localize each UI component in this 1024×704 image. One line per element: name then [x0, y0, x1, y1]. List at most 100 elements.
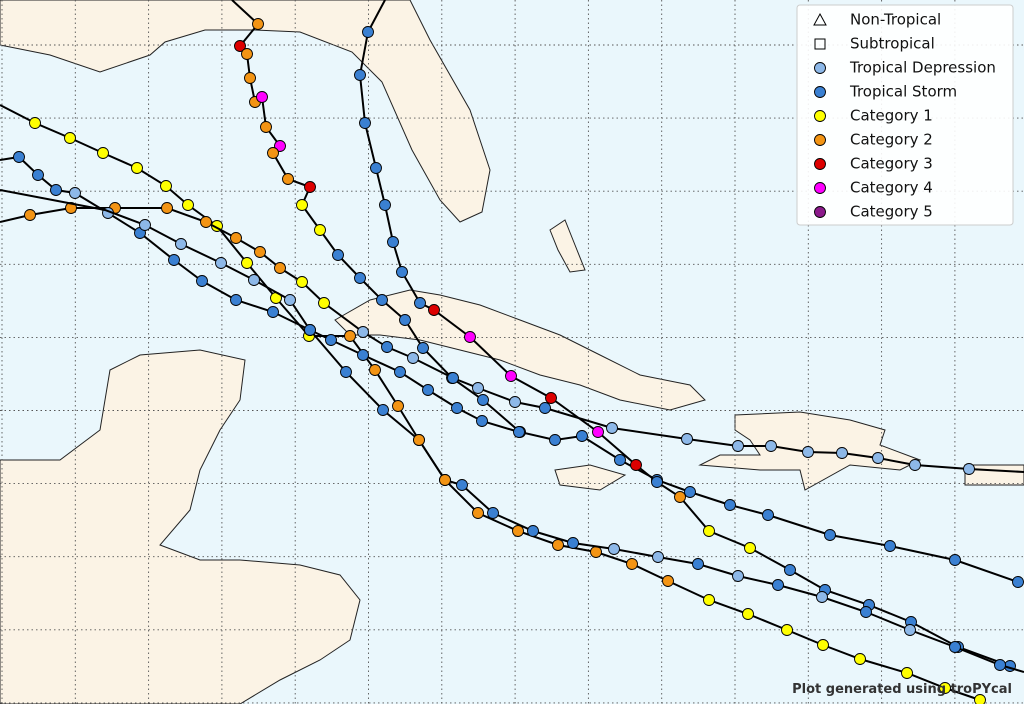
track-point [836, 447, 848, 459]
track-point [215, 257, 227, 269]
track-point [909, 459, 921, 471]
track-point [884, 540, 896, 552]
track-point [139, 219, 151, 231]
track-point [447, 372, 459, 384]
track-point [904, 624, 916, 636]
track-point [608, 543, 620, 555]
track-point [744, 542, 756, 554]
track-point [662, 575, 674, 587]
legend-label: Category 5 [850, 203, 933, 221]
track-point [509, 396, 521, 408]
track-point [379, 199, 391, 211]
credit: Plot generated using troPYcal [792, 682, 1012, 697]
legend-marker [814, 206, 826, 218]
track-point [24, 209, 36, 221]
track-point [724, 499, 736, 511]
track-point [252, 18, 264, 30]
track-point [314, 224, 326, 236]
track-point [963, 463, 975, 475]
track-point [274, 140, 286, 152]
track-point [296, 276, 308, 288]
track-point [376, 294, 388, 306]
legend-marker [814, 62, 826, 74]
track-point [592, 426, 604, 438]
track-point [256, 91, 268, 103]
track-point [175, 238, 187, 250]
track-point [901, 667, 913, 679]
central-america [0, 349, 361, 704]
track-point [168, 254, 180, 266]
track-point [381, 341, 393, 353]
track-point [552, 539, 564, 551]
track-point [244, 72, 256, 84]
track-point [160, 180, 172, 192]
track-point [742, 608, 754, 620]
track-point [417, 342, 429, 354]
track-point [606, 422, 618, 434]
track-point [539, 402, 551, 414]
track-point [860, 606, 872, 618]
track-point [407, 352, 419, 364]
track-point [527, 525, 539, 537]
track-point [854, 653, 866, 665]
track-point [50, 184, 62, 196]
track-point [732, 440, 744, 452]
track-point [476, 415, 488, 427]
track-point [260, 121, 272, 133]
legend-marker [814, 134, 826, 146]
track-point [576, 430, 588, 442]
track-point [284, 294, 296, 306]
track-point [64, 132, 76, 144]
track-point [472, 507, 484, 519]
track-point [464, 331, 476, 343]
track-point [387, 236, 399, 248]
legend-label: Tropical Depression [849, 59, 996, 77]
track-point [65, 202, 77, 214]
legend-label: Category 3 [850, 155, 933, 173]
track-point [949, 641, 961, 653]
legend-marker [814, 86, 826, 98]
track-point [681, 433, 693, 445]
track-point [684, 486, 696, 498]
track-point [817, 639, 829, 651]
track-point [399, 314, 411, 326]
track-point [762, 509, 774, 521]
track-point [630, 459, 642, 471]
track-point [131, 162, 143, 174]
track-point [354, 272, 366, 284]
track-point [428, 304, 440, 316]
track-point [357, 326, 369, 338]
track-point [230, 294, 242, 306]
track-point [590, 546, 602, 558]
track-point [29, 117, 41, 129]
legend-label: Category 4 [850, 179, 933, 197]
track-point [487, 507, 499, 519]
track-point [949, 554, 961, 566]
track-point [196, 275, 208, 287]
track-point [254, 246, 266, 258]
track-point [994, 659, 1006, 671]
track-point [234, 40, 246, 52]
legend-label: Non-Tropical [850, 11, 941, 29]
track-point [872, 452, 884, 464]
track-point [32, 169, 44, 181]
track-point [816, 591, 828, 603]
track-point [802, 446, 814, 458]
track-point [703, 594, 715, 606]
track-point [340, 366, 352, 378]
track-point [784, 564, 796, 576]
legend-box [796, 4, 1014, 226]
track-point [304, 324, 316, 336]
track-point [241, 48, 253, 60]
track-point [357, 349, 369, 361]
legend-marker [814, 182, 826, 194]
track-point [274, 262, 286, 274]
track-point [512, 525, 524, 537]
track-point [241, 257, 253, 269]
track-point [939, 682, 951, 694]
track-point [325, 334, 337, 346]
track-point [200, 216, 212, 228]
